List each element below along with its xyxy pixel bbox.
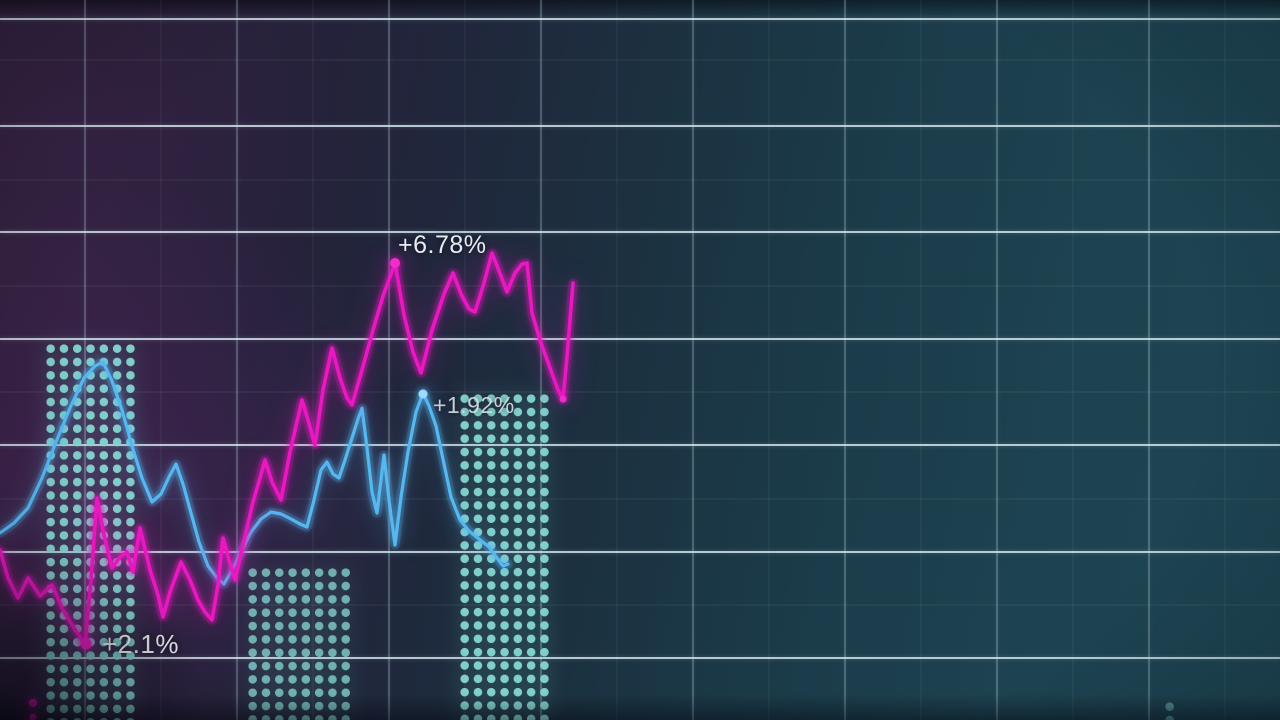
blue-line <box>0 360 510 586</box>
bottom-shade <box>0 694 1280 720</box>
pink-v-dot <box>559 395 567 403</box>
blue-peak-dot <box>418 389 428 399</box>
pink-line-halo <box>0 248 578 650</box>
annotation-pink-peak-label: +6.78% <box>398 231 487 259</box>
annotation-pink-trough-label: +2.1% <box>102 629 179 659</box>
annotation-blue-peak-label: +1.92% <box>433 392 515 418</box>
pink-trough-dot <box>80 638 92 650</box>
